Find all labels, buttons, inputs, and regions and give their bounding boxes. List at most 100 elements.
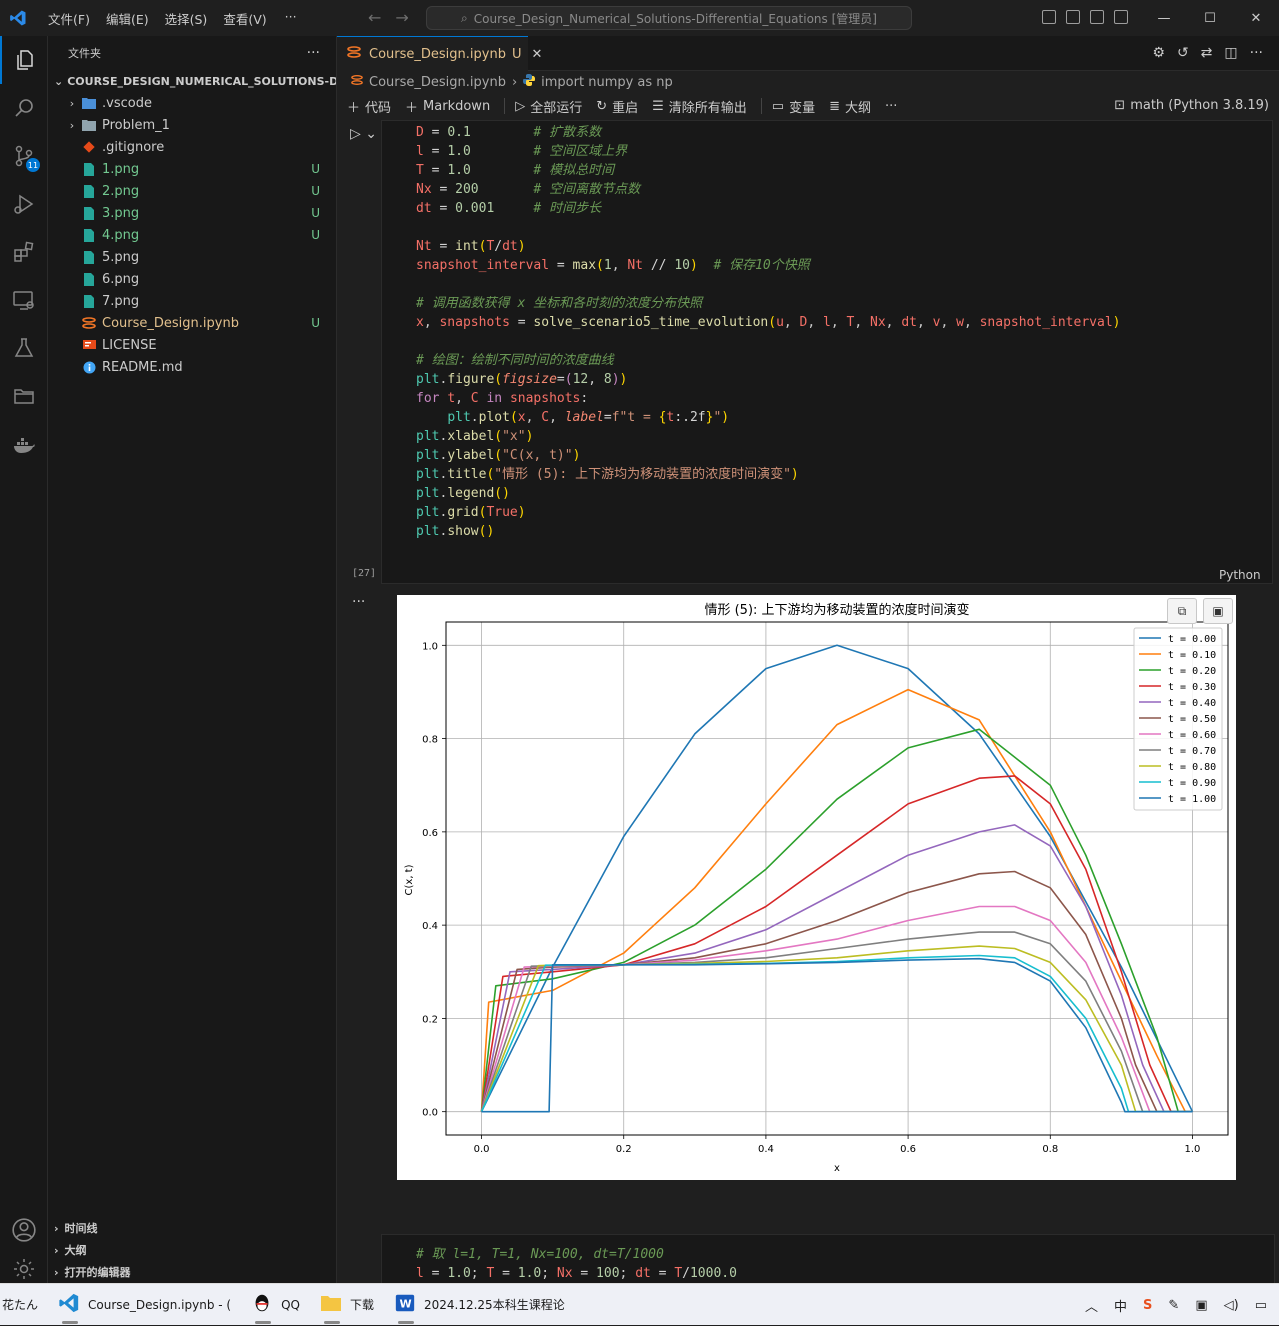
code-line: # 绘图：绘制不同时间的浓度曲线 <box>416 353 614 368</box>
remote-explorer-icon[interactable] <box>0 276 48 324</box>
cell-language[interactable]: Python <box>1219 568 1261 582</box>
taskbar-app-downloads[interactable]: 下载 <box>310 1284 384 1326</box>
tree-item-4png[interactable]: 4.png U <box>48 224 336 246</box>
copy-icon[interactable]: ⧉ <box>1167 598 1197 624</box>
timeline-section[interactable]: › 时间线 <box>48 1217 336 1239</box>
forward-arrow-icon[interactable]: → <box>395 8 409 27</box>
outline-section[interactable]: › 大纲 <box>48 1239 336 1261</box>
code-cell-next[interactable]: # 取 l=1, T=1, Nx=100, dt=T/1000 l = 1.0;… <box>381 1234 1275 1284</box>
close-window-icon[interactable]: ✕ <box>1250 10 1262 26</box>
maximize-icon[interactable]: ☐ <box>1204 10 1216 26</box>
docker-icon[interactable] <box>0 420 48 468</box>
tree-item-6png[interactable]: 6.png <box>48 268 336 290</box>
settings-gear-icon[interactable] <box>0 1254 48 1283</box>
image-file-icon <box>82 184 96 198</box>
notebook-toolbar: ＋代码 ＋ Markdown ▷ 全部运行 ↻ 重启 ☰ 清除所有输出 ▭ 变量 ≣ 大纲 … <box>337 93 1279 119</box>
toggle-panel-icon[interactable] <box>1066 10 1080 24</box>
taskbar-app-qq[interactable]: QQ <box>241 1284 310 1326</box>
code-line: x, snapshots = solve_scenario5_time_evol… <box>416 315 1121 330</box>
testing-flask-icon[interactable] <box>0 324 48 372</box>
image-file-icon <box>82 250 96 264</box>
open-editors-section[interactable]: › 打开的编辑器 <box>48 1261 336 1283</box>
tree-item-label: Problem_1 <box>102 117 170 133</box>
add-markdown-button[interactable]: ＋ Markdown <box>405 97 490 116</box>
search-icon[interactable] <box>0 84 48 132</box>
code-line: # 取 l=1, T=1, Nx=100, dt=T/1000 <box>416 1247 664 1262</box>
tree-item-license[interactable]: LICENSE <box>48 334 336 356</box>
tree-item-5png[interactable]: 5.png <box>48 246 336 268</box>
run-cell-button[interactable]: ▷ ⌄ <box>350 126 377 142</box>
split-editor-icon[interactable]: ◫ <box>1224 45 1238 61</box>
add-code-button[interactable]: ＋代码 <box>347 97 391 116</box>
toolbar-more-button[interactable]: ··· <box>885 98 898 114</box>
run-debug-icon[interactable] <box>0 180 48 228</box>
source-control-icon[interactable]: 11 <box>0 132 48 180</box>
back-arrow-icon[interactable]: ← <box>368 8 382 27</box>
code-editor[interactable]: # 取 l=1, T=1, Nx=100, dt=T/1000 l = 1.0;… <box>416 1245 737 1283</box>
history-icon[interactable]: ↺ <box>1176 45 1189 61</box>
code-line: l = 1.0; T = 1.0; Nx = 100; dt = T/1000.… <box>416 1266 737 1281</box>
clear-outputs-button[interactable]: ☰ 清除所有输出 <box>652 97 747 116</box>
menu-file[interactable]: 文件(F) <box>48 11 90 27</box>
sogou-icon[interactable]: S <box>1143 1297 1153 1313</box>
workspace-root[interactable]: ⌄ COURSE_DESIGN_NUMERICAL_SOLUTIONS-DIFF… <box>48 70 336 92</box>
variables-button[interactable]: ▭ 变量 <box>772 97 815 116</box>
chevron-up-icon[interactable]: ︿ <box>1085 1299 1099 1315</box>
taskbar-left-text: 花たん <box>2 1298 39 1312</box>
close-tab-icon[interactable]: ✕ <box>531 46 543 62</box>
tree-item-vscode[interactable]: › .vscode <box>48 92 336 114</box>
code-editor[interactable]: D = 0.1 # 扩散系数 l = 1.0 # 空间区域上界 T = 1.0 … <box>416 123 1120 541</box>
customize-layout-icon[interactable] <box>1114 10 1128 24</box>
menu-selection[interactable]: 选择(S) <box>164 11 208 27</box>
chart-title: 情形 (5): 上下游均为移动装置的浓度时间演变 <box>704 602 969 618</box>
taskbar-app-vscode[interactable]: Course_Design.ipynb - ( <box>48 1284 241 1326</box>
extensions-icon[interactable] <box>0 228 48 276</box>
y-tick-label: 1.0 <box>422 641 438 652</box>
code-cell[interactable]: D = 0.1 # 扩散系数 l = 1.0 # 空间区域上界 T = 1.0 … <box>381 120 1273 584</box>
kernel-picker[interactable]: ⊡ math (Python 3.8.19) <box>1114 98 1269 113</box>
output-more-icon[interactable]: ··· <box>352 594 366 610</box>
volume-icon[interactable]: ◁) <box>1223 1297 1239 1313</box>
outline-button[interactable]: ≣ 大纲 <box>829 97 871 116</box>
breadcrumb-symbol[interactable]: import numpy as np <box>541 74 673 90</box>
folder-icon[interactable] <box>0 372 48 420</box>
ime-indicator[interactable]: 中 <box>1114 1299 1128 1315</box>
tree-item-gitignore[interactable]: .gitignore <box>48 136 336 158</box>
taskbar-app-word[interactable]: W 2024.12.25本科生课程论 <box>384 1284 575 1326</box>
tree-item-problem1[interactable]: › Problem_1 <box>48 114 336 136</box>
run-all-label: 全部运行 <box>530 100 583 116</box>
run-all-button[interactable]: ▷ 全部运行 <box>515 97 582 116</box>
gear-icon[interactable]: ⚙ <box>1152 45 1165 61</box>
explorer-icon[interactable] <box>0 36 48 84</box>
menu-view[interactable]: 查看(V) <box>223 11 267 27</box>
toggle-sidebar-icon[interactable] <box>1042 10 1056 24</box>
menu-more[interactable]: ··· <box>284 8 297 24</box>
account-icon[interactable] <box>0 1206 48 1254</box>
series-line-0 <box>480 644 1194 1113</box>
pen-icon[interactable]: ✎ <box>1168 1297 1180 1313</box>
legend-box <box>1133 627 1223 811</box>
toggle-secondary-sidebar-icon[interactable] <box>1090 10 1104 24</box>
qq-penguin-icon <box>251 1292 273 1317</box>
minimize-icon[interactable]: — <box>1157 10 1171 26</box>
command-center[interactable]: ⌕ Course_Design_Numerical_Solutions-Diff… <box>426 6 912 30</box>
tree-item-7png[interactable]: 7.png <box>48 290 336 312</box>
restart-button[interactable]: ↻ 重启 <box>596 97 638 116</box>
more-actions-icon[interactable]: ··· <box>1249 45 1263 61</box>
more-actions-icon[interactable]: ··· <box>306 45 320 61</box>
save-icon[interactable]: ▣ <box>1203 598 1233 624</box>
tree-item-label: Course_Design.ipynb <box>102 315 239 331</box>
tree-item-1png[interactable]: 1.png U <box>48 158 336 180</box>
tree-item-label: 5.png <box>102 249 140 265</box>
battery-icon[interactable]: ▭ <box>1254 1297 1267 1313</box>
network-icon[interactable]: ▣ <box>1195 1297 1208 1313</box>
tab-course-design[interactable]: Course_Design.ipynb U ✕ <box>337 36 542 71</box>
breadcrumb-file[interactable]: Course_Design.ipynb <box>369 74 506 90</box>
tree-item-notebook[interactable]: Course_Design.ipynb U <box>48 312 336 334</box>
tree-item-2png[interactable]: 2.png U <box>48 180 336 202</box>
tree-item-readme[interactable]: README.md <box>48 356 336 378</box>
tree-item-3png[interactable]: 3.png U <box>48 202 336 224</box>
compare-icon[interactable]: ⇄ <box>1200 45 1213 61</box>
menu-edit[interactable]: 编辑(E) <box>105 11 149 27</box>
chevron-right-icon: › <box>54 1221 59 1235</box>
